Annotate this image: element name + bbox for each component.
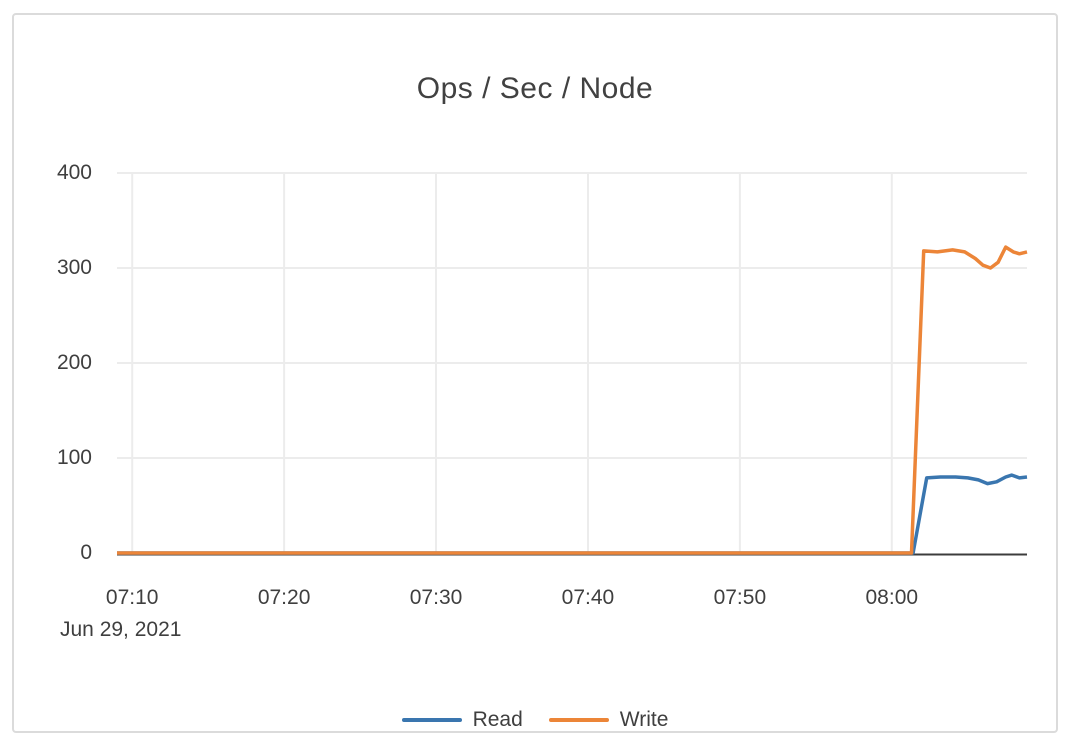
x-axis-label: 07:50 bbox=[713, 586, 767, 609]
y-axis-label: 400 bbox=[56, 161, 92, 184]
series-line-write bbox=[117, 245, 1028, 555]
y-axis-label: 300 bbox=[56, 256, 92, 279]
y-axis-label: 0 bbox=[80, 541, 92, 564]
plot-area[interactable] bbox=[117, 172, 1028, 556]
chart-card: Ops / Sec / Node 0 100 200 300 400 07:10 07:2… bbox=[12, 13, 1058, 733]
x-axis-label: 07:20 bbox=[257, 586, 311, 609]
legend-item-write[interactable]: Write bbox=[548, 707, 669, 733]
chart-title: Ops / Sec / Node bbox=[416, 72, 654, 105]
chart-svg bbox=[117, 172, 1028, 556]
legend-label: Write bbox=[619, 708, 669, 731]
x-axis-label: 07:30 bbox=[409, 586, 463, 609]
y-axis-label: 100 bbox=[56, 446, 92, 469]
legend-item-read[interactable]: Read bbox=[401, 707, 523, 733]
legend: Read Write bbox=[14, 707, 1056, 733]
series-line-read bbox=[117, 473, 1028, 555]
legend-label: Read bbox=[472, 708, 523, 731]
grid-lines bbox=[117, 172, 1027, 553]
x-axis-label: 07:40 bbox=[561, 586, 615, 609]
x-axis-label: 08:00 bbox=[865, 586, 919, 609]
legend-swatch-read bbox=[401, 717, 462, 723]
y-axis-label: 200 bbox=[56, 351, 92, 374]
x-axis-date-label: Jun 29, 2021 bbox=[60, 618, 182, 641]
legend-swatch-write bbox=[548, 717, 609, 723]
x-axis-label: 07:10 bbox=[105, 586, 159, 609]
